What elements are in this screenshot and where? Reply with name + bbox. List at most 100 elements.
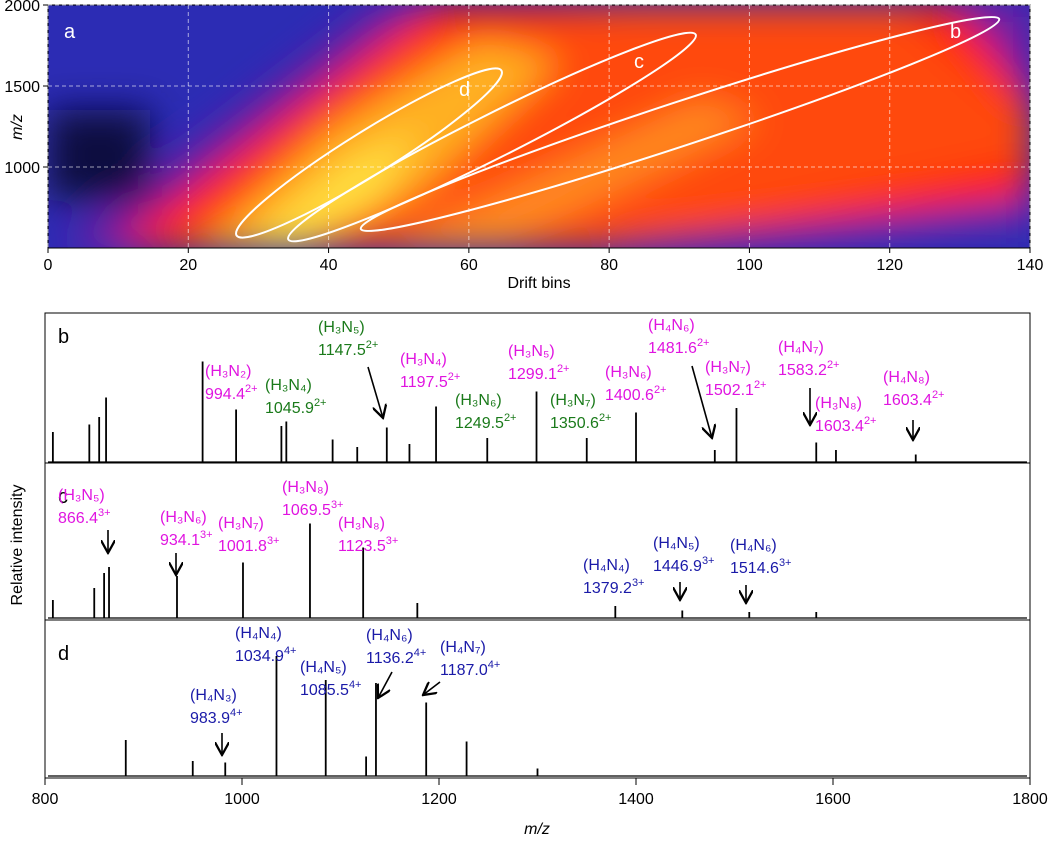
annotation-formula: (H₄N₆) bbox=[366, 627, 413, 644]
annotation-mz: 1400.62+ bbox=[605, 384, 666, 404]
annotation-mz: 1123.53+ bbox=[338, 535, 398, 555]
annotation-charge: 2+ bbox=[557, 363, 570, 375]
annotation-mz-value: 866.4 bbox=[58, 510, 98, 527]
x-tick-label: 20 bbox=[179, 257, 197, 274]
annotation-charge: 3+ bbox=[267, 535, 280, 547]
annotation-charge: 3+ bbox=[98, 507, 111, 519]
panel-label: b bbox=[58, 326, 69, 348]
annotation-mz-value: 1446.9 bbox=[653, 558, 702, 575]
annotation-mz-value: 1502.1 bbox=[705, 382, 754, 399]
annotation-charge: 2+ bbox=[599, 412, 612, 424]
arrow bbox=[691, 365, 712, 438]
annotation-formula: (H₃N₆) bbox=[455, 392, 502, 409]
annotation-mz: 1045.92+ bbox=[265, 397, 326, 417]
annotation-mz: 934.13+ bbox=[160, 529, 213, 549]
annotation-mz-value: 1001.8 bbox=[218, 538, 267, 555]
x-tick-label: 80 bbox=[600, 257, 618, 274]
annotation-formula: (H₄N₅) bbox=[653, 535, 700, 552]
annotation-formula: (H₃N₄) bbox=[400, 351, 447, 368]
region-label: c bbox=[634, 51, 644, 73]
annotation-charge: 2+ bbox=[754, 379, 767, 391]
annotation-mz-value: 1481.6 bbox=[648, 340, 697, 357]
annotation-mz: 1249.52+ bbox=[455, 412, 516, 432]
annotation-mz-value: 1603.4 bbox=[883, 392, 932, 409]
panel-label: a bbox=[64, 21, 76, 43]
x-tick-label: 1800 bbox=[1012, 791, 1048, 808]
annotation-charge: 2+ bbox=[932, 389, 945, 401]
annotation-mz: 866.43+ bbox=[58, 507, 111, 527]
annotation-formula: (H₄N₆) bbox=[648, 317, 695, 334]
x-tick-label: 40 bbox=[320, 257, 338, 274]
annotation-mz-value: 1299.1 bbox=[508, 366, 557, 383]
annotation-formula: (H₄N₄) bbox=[583, 557, 630, 574]
annotation-formula: (H₄N₃) bbox=[190, 687, 237, 704]
annotation-formula: (H₃N₅) bbox=[318, 319, 365, 336]
annotation-formula: (H₃N₅) bbox=[508, 343, 555, 360]
annotation-charge: 3+ bbox=[632, 577, 645, 589]
annotation-formula: (H₃N₈) bbox=[282, 479, 329, 496]
annotation-mz: 1502.12+ bbox=[705, 379, 766, 399]
annotation-mz: 994.42+ bbox=[205, 383, 258, 403]
annotation-mz-value: 1514.6 bbox=[730, 560, 779, 577]
arrow bbox=[423, 681, 441, 695]
annotation-mz: 1603.42+ bbox=[815, 415, 876, 435]
annotation-mz: 983.94+ bbox=[190, 707, 243, 727]
annotation-mz: 1481.62+ bbox=[648, 337, 709, 357]
annotation-charge: 2+ bbox=[314, 397, 327, 409]
annotation-formula: (H₃N₇) bbox=[218, 515, 264, 532]
annotation-formula: (H₃N₇) bbox=[705, 359, 751, 376]
annotation-formula: (H₃N₆) bbox=[160, 509, 207, 526]
annotation-mz-value: 983.9 bbox=[190, 710, 230, 727]
x-tick-label: 120 bbox=[876, 257, 903, 274]
x-tick-label: 800 bbox=[32, 791, 59, 808]
region-label: b bbox=[950, 21, 961, 43]
annotation-mz: 1197.52+ bbox=[400, 371, 460, 391]
frame bbox=[44, 312, 1031, 779]
annotation-charge: 2+ bbox=[245, 383, 258, 395]
annotation-charge: 3+ bbox=[331, 499, 344, 511]
x-tick-label: 1000 bbox=[224, 791, 260, 808]
arrow bbox=[378, 671, 393, 698]
annotation-mz: 1514.63+ bbox=[730, 557, 791, 577]
annotation-charge: 2+ bbox=[654, 384, 667, 396]
y-axis-title: m/z bbox=[9, 114, 26, 140]
annotation-formula: (H₃N₅) bbox=[58, 487, 105, 504]
annotation-mz-value: 1136.2 bbox=[366, 650, 414, 667]
y-tick-label: 1500 bbox=[4, 79, 40, 96]
annotation-mz-value: 1603.4 bbox=[815, 418, 864, 435]
annotation-formula: (H₃N₆) bbox=[605, 364, 652, 381]
annotation-mz-value: 1069.5 bbox=[282, 502, 331, 519]
annotation-formula: (H₄N₈) bbox=[883, 369, 930, 386]
x-tick-label: 100 bbox=[736, 257, 763, 274]
x-tick-label: 1600 bbox=[815, 791, 851, 808]
x-axis-title: Drift bins bbox=[507, 275, 570, 292]
x-tick-label: 1200 bbox=[421, 791, 457, 808]
annotation-mz-value: 1034.9 bbox=[235, 648, 284, 665]
annotation-mz-value: 934.1 bbox=[160, 532, 200, 549]
annotation-mz: 1350.62+ bbox=[550, 412, 611, 432]
region-outline bbox=[359, 15, 1001, 233]
annotation-formula: (H₄N₇) bbox=[778, 339, 824, 356]
annotation-formula: (H₄N₇) bbox=[440, 639, 486, 656]
annotation-mz: 1446.93+ bbox=[653, 555, 714, 575]
annotation-charge: 3+ bbox=[702, 555, 715, 567]
annotation-mz-value: 1379.2 bbox=[583, 580, 632, 597]
y-tick-label: 2000 bbox=[4, 0, 40, 15]
x-tick-label: 140 bbox=[1017, 257, 1044, 274]
arrow bbox=[367, 366, 383, 418]
annotation-mz-value: 1147.5 bbox=[318, 342, 366, 359]
annotation-formula: (H₄N₄) bbox=[235, 625, 282, 642]
annotation-mz-value: 1400.6 bbox=[605, 387, 654, 404]
annotation-charge: 2+ bbox=[504, 412, 517, 424]
annotation-mz: 1136.24+ bbox=[366, 647, 426, 667]
annotation-charge: 4+ bbox=[488, 659, 501, 671]
annotation-mz-value: 994.4 bbox=[205, 386, 245, 403]
annotation-mz-value: 1085.5 bbox=[300, 682, 349, 699]
annotation-formula: (H₃N₂) bbox=[205, 363, 252, 380]
annotation-formula: (H₃N₈) bbox=[815, 395, 862, 412]
annotation-mz-value: 1249.5 bbox=[455, 415, 504, 432]
x-tick-label: 1400 bbox=[618, 791, 654, 808]
y-axis-title: Relative intensity bbox=[9, 485, 26, 606]
annotation-mz-value: 1583.2 bbox=[778, 362, 827, 379]
